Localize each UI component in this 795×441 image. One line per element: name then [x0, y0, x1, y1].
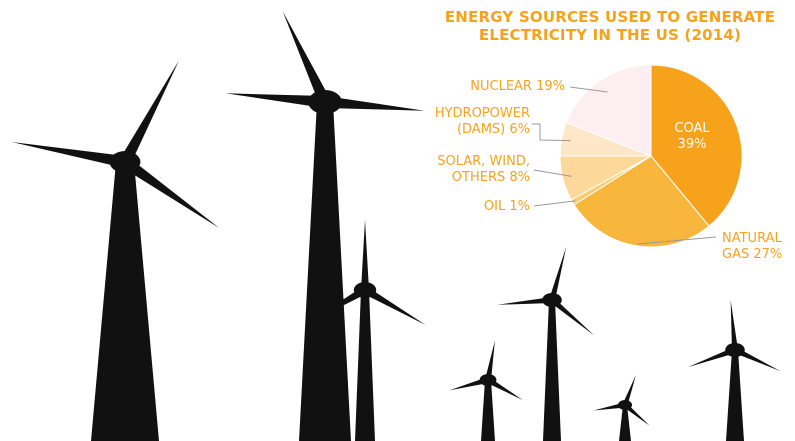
- slice-label-coal-line-1: COAL: [674, 121, 710, 136]
- leader-line-hydropower: [532, 123, 571, 142]
- slice-label-coal-line-2: 39%: [677, 137, 707, 152]
- slice-label-hydropower: HYDROPOWER (DAMS) 6%: [420, 106, 530, 138]
- wind-turbine-silhouettes: [11, 11, 781, 441]
- pie-slice-natural-gas: [573, 155, 710, 248]
- turbine-1: [11, 60, 220, 441]
- pie-chart: [559, 64, 743, 248]
- slice-label-nuclear-line-1: NUCLEAR 19%: [470, 79, 565, 94]
- turbine-2: [225, 11, 425, 441]
- slice-label-solar-wind-line-2: OTHERS 8%: [451, 170, 530, 185]
- leader-line-solar-wind: [533, 169, 572, 177]
- turbine-6: [593, 374, 650, 441]
- chart-title-line-1: ENERGY SOURCES USED TO GENERATE: [444, 8, 776, 26]
- pie-slice-nuclear: [565, 64, 652, 157]
- slice-label-solar-wind-line-1: SOLAR, WIND,: [437, 154, 530, 169]
- slice-label-oil: OIL 1%: [460, 199, 530, 215]
- slice-label-solar-wind: SOLAR, WIND, OTHERS 8%: [420, 154, 530, 186]
- pie-slice-coal: [650, 64, 743, 227]
- label-leader-lines: [532, 86, 717, 245]
- slice-label-hydropower-line-1: HYDROPOWER: [434, 106, 530, 121]
- slice-label-coal: COAL 39%: [662, 121, 722, 153]
- leader-line-oil: [533, 200, 576, 207]
- slice-label-natural-gas-line-1: NATURAL: [722, 231, 782, 246]
- turbine-7: [688, 300, 781, 441]
- leader-line-natural-gas: [637, 236, 717, 245]
- turbine-4: [497, 246, 595, 441]
- slice-label-natural-gas-line-2: GAS 27%: [722, 247, 783, 262]
- slice-label-nuclear: NUCLEAR 19%: [440, 79, 565, 95]
- turbine-3: [304, 220, 426, 441]
- slice-label-natural-gas: NATURAL GAS 27%: [722, 231, 782, 263]
- chart-title: ENERGY SOURCES USED TO GENERATE ELECTRIC…: [440, 8, 780, 44]
- leader-line-nuclear: [569, 86, 608, 93]
- slice-label-oil-line-1: OIL 1%: [483, 199, 530, 214]
- slice-label-hydropower-line-2: (DAMS) 6%: [456, 122, 530, 137]
- chart-title-line-2: ELECTRICITY IN THE US (2014): [478, 26, 742, 44]
- turbine-5: [449, 340, 523, 441]
